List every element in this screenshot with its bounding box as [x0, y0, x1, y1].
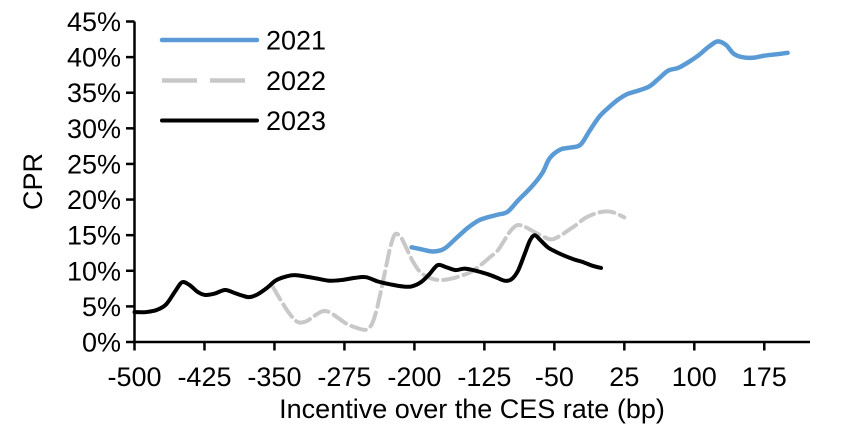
axes: [133, 21, 810, 344]
x-tick-label: -50: [535, 362, 574, 392]
y-tick-label: 30%: [67, 114, 121, 144]
series-line-2022: [270, 209, 627, 332]
x-axis-ticks: [133, 342, 766, 351]
x-tick-label: -200: [387, 362, 441, 392]
y-tick-label: 25%: [67, 149, 121, 179]
series-lines: [132, 39, 790, 332]
y-tick-label: 0%: [82, 328, 121, 358]
y-tick-label: 20%: [67, 185, 121, 215]
y-axis-tick-labels: 0% 5% 10% 15% 20% 25% 30% 35% 40% 45%: [67, 7, 121, 358]
x-tick-label: -500: [107, 362, 161, 392]
y-tick-label: 10%: [67, 256, 121, 286]
x-tick-label: 25: [609, 362, 639, 392]
series-line-2021: [409, 39, 790, 254]
x-axis-tick-labels: -500 -425 -350 -275 -200 -125 -50 25 100 175: [107, 362, 786, 392]
y-axis-title: CPR: [18, 153, 48, 210]
legend-item-2023: 2023: [160, 106, 326, 136]
x-tick-label: 100: [672, 362, 717, 392]
y-tick-label: 35%: [67, 78, 121, 108]
legend: 2021 2022 2023: [159, 26, 326, 136]
legend-label-2023: 2023: [266, 106, 326, 136]
legend-label-2022: 2022: [266, 66, 326, 96]
legend-item-2022: 2022: [162, 66, 326, 96]
x-tick-label: -275: [317, 362, 371, 392]
y-tick-label: 40%: [67, 43, 121, 73]
y-tick-label: 45%: [67, 7, 121, 37]
series-line-2023: [132, 233, 603, 315]
y-axis-ticks: [126, 20, 135, 344]
y-tick-label: 15%: [67, 221, 121, 251]
x-tick-label: -125: [457, 362, 511, 392]
legend-label-2021: 2021: [266, 26, 326, 56]
legend-item-2021: 2021: [159, 26, 326, 56]
x-tick-label: 175: [742, 362, 787, 392]
x-tick-label: -425: [177, 362, 231, 392]
x-axis-title: Incentive over the CES rate (bp): [279, 394, 665, 424]
x-tick-label: -350: [247, 362, 301, 392]
y-tick-label: 5%: [82, 292, 121, 322]
